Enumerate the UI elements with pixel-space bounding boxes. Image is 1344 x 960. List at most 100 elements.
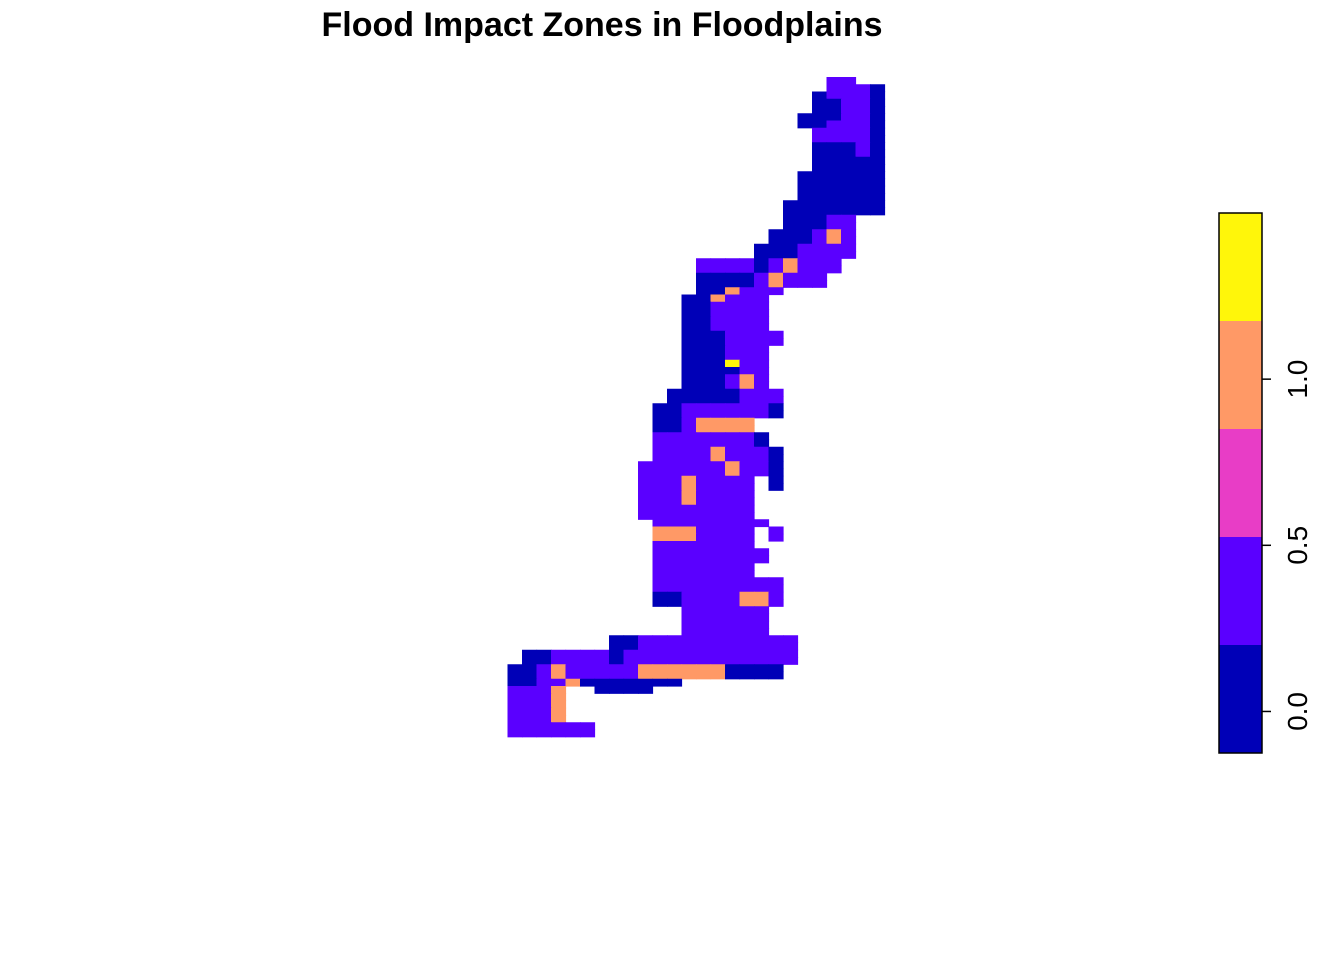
raster-cell (609, 678, 625, 687)
raster-cell (696, 396, 712, 404)
raster-cell (667, 555, 683, 564)
raster-cell (725, 461, 741, 470)
raster-cell (594, 657, 610, 665)
raster-cell (739, 374, 755, 383)
raster-cell (739, 381, 755, 390)
raster-cell (696, 664, 712, 673)
raster-cell (551, 729, 567, 738)
raster-cell (667, 475, 683, 484)
raster-cell (739, 287, 755, 296)
raster-cell (754, 599, 770, 607)
raster-cell (768, 649, 784, 658)
raster-cell (652, 475, 668, 484)
raster-cell (725, 381, 741, 390)
raster-cell (725, 562, 741, 571)
raster-cell (710, 649, 726, 658)
raster-cell (725, 403, 741, 412)
raster-cell (551, 686, 567, 694)
raster-cell (710, 490, 726, 499)
raster-cell (507, 678, 523, 687)
raster-cell (826, 142, 842, 151)
raster-cell (841, 135, 857, 143)
raster-cell (768, 577, 784, 586)
raster-cell (725, 345, 741, 354)
raster-cell (754, 461, 770, 470)
raster-map (507, 77, 886, 738)
raster-cell (580, 722, 596, 731)
raster-cell (768, 461, 784, 470)
raster-cell (739, 526, 755, 535)
raster-cell (797, 251, 813, 259)
raster-cell (739, 497, 755, 506)
raster-cell (667, 388, 683, 397)
raster-cell (710, 345, 726, 354)
raster-cell (870, 178, 886, 187)
raster-cell (812, 113, 828, 122)
raster-cell (696, 657, 712, 665)
raster-cell (768, 454, 784, 462)
raster-cell (652, 657, 668, 665)
raster-cell (797, 222, 813, 230)
raster-cell (623, 635, 639, 644)
raster-cell (696, 330, 712, 339)
raster-cell (696, 425, 712, 433)
raster-cell (768, 533, 784, 542)
raster-cell (536, 664, 552, 673)
raster-cell (580, 671, 596, 680)
raster-cell (754, 642, 770, 651)
raster-cell (725, 628, 741, 636)
raster-cell (681, 628, 697, 636)
raster-cell (681, 374, 697, 383)
raster-cell (652, 432, 668, 441)
raster-cell (841, 142, 857, 151)
raster-cell (696, 410, 712, 419)
raster-cell (855, 164, 871, 172)
raster-cell (826, 229, 842, 238)
raster-cell (870, 200, 886, 209)
raster-cell (725, 570, 741, 578)
raster-cell (681, 555, 697, 564)
raster-cell (768, 287, 784, 296)
raster-cell (696, 526, 712, 535)
raster-cell (826, 149, 842, 158)
raster-cell (855, 185, 871, 194)
raster-cell (783, 222, 799, 230)
raster-cell (507, 707, 523, 716)
raster-cell (710, 555, 726, 564)
raster-cell (754, 606, 770, 615)
raster-cell (754, 251, 770, 259)
raster-cell (551, 707, 567, 716)
raster-cell (710, 584, 726, 593)
raster-cell (710, 425, 726, 433)
raster-cell (652, 512, 668, 520)
raster-cell (696, 606, 712, 615)
raster-cell (797, 236, 813, 245)
raster-cell (870, 193, 886, 201)
raster-cell (754, 591, 770, 600)
raster-cell (754, 330, 770, 339)
raster-cell (826, 106, 842, 114)
raster-cell (681, 635, 697, 644)
raster-cell (797, 265, 813, 274)
raster-cell (754, 287, 770, 296)
raster-cell (725, 446, 741, 455)
raster-cell (870, 135, 886, 143)
raster-cell (696, 381, 712, 390)
raster-cell (609, 642, 625, 651)
raster-cell (565, 657, 581, 665)
raster-cell (754, 265, 770, 274)
raster-cell (841, 243, 857, 252)
raster-cell (565, 649, 581, 658)
raster-cell (739, 584, 755, 593)
legend-color-bin (1219, 645, 1262, 753)
raster-cell (754, 403, 770, 412)
raster-cell (870, 207, 886, 216)
raster-cell (739, 330, 755, 339)
raster-cell (870, 113, 886, 122)
raster-cell (855, 178, 871, 187)
raster-cell (667, 461, 683, 470)
raster-cell (812, 272, 828, 281)
raster-cell (536, 729, 552, 738)
raster-cell (710, 432, 726, 441)
raster-cell (725, 490, 741, 499)
